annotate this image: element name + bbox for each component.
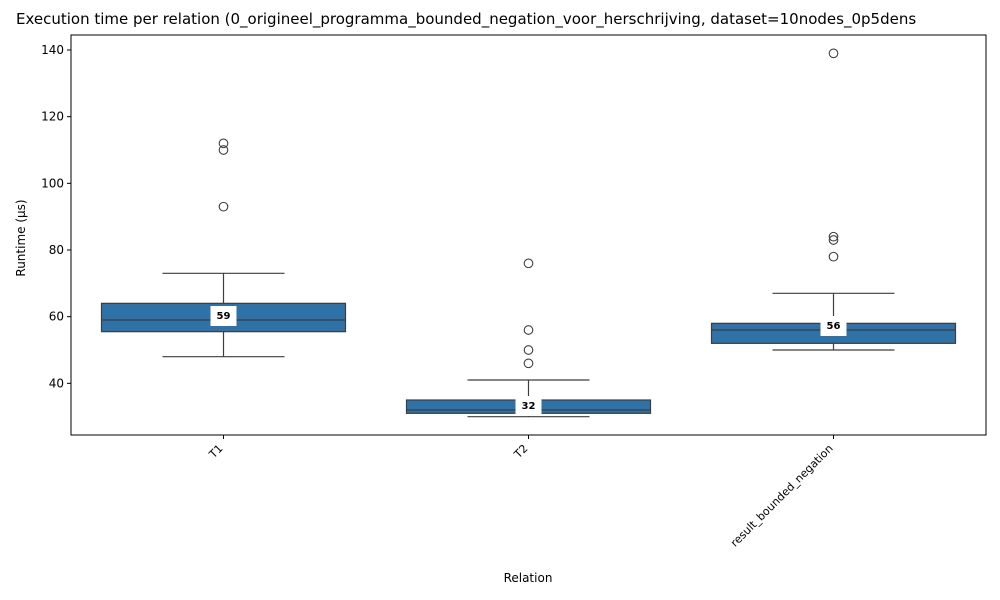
y-axis-label: Runtime (µs) xyxy=(14,199,28,276)
median-label-background xyxy=(820,316,847,336)
outlier-point xyxy=(218,201,229,212)
median-label-background xyxy=(515,396,542,416)
box-group-T1: 59 xyxy=(100,138,347,358)
box-series: 59 32 56 xyxy=(100,48,957,418)
x-tick-label: result_bounded_negation xyxy=(728,442,836,550)
x-tick-label: T2 xyxy=(511,442,531,462)
box-group-result_bounded_negation: 56 xyxy=(710,48,957,351)
y-tick-label: 120 xyxy=(41,110,64,124)
outlier-point xyxy=(828,231,839,242)
box-group-T2: 32 xyxy=(405,258,652,418)
outlier-point xyxy=(828,235,839,245)
outlier-point xyxy=(523,325,534,335)
x-axis-label: Relation xyxy=(504,571,553,585)
median-label: 32 xyxy=(522,401,536,412)
plot-area-frame xyxy=(70,34,987,436)
y-tick-label: 60 xyxy=(49,310,64,324)
x-tick-label: T1 xyxy=(206,442,226,462)
y-tick-label: 80 xyxy=(49,243,64,257)
median-label: 59 xyxy=(217,311,231,322)
outlier-point xyxy=(828,251,839,262)
x-axis: T1 T2 result_bounded_negation xyxy=(206,435,836,549)
median-label-background xyxy=(210,306,237,326)
chart-title: Execution time per relation (0_origineel… xyxy=(16,10,916,29)
y-tick-label: 40 xyxy=(49,376,64,390)
outlier-point xyxy=(523,358,534,369)
y-axis: 40 60 80 100 120 140 xyxy=(41,43,71,390)
outlier-point xyxy=(218,138,229,149)
y-tick-label: 140 xyxy=(41,43,64,57)
outlier-point xyxy=(828,48,839,59)
outlier-point xyxy=(218,145,229,155)
outlier-point xyxy=(523,258,534,269)
outlier-point xyxy=(523,345,534,355)
y-tick-label: 100 xyxy=(41,176,64,190)
median-label: 56 xyxy=(827,321,841,332)
